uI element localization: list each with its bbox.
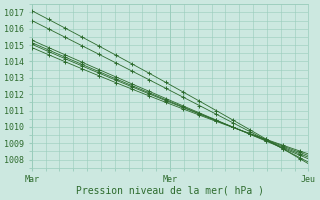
X-axis label: Pression niveau de la mer( hPa ): Pression niveau de la mer( hPa ): [76, 186, 264, 196]
